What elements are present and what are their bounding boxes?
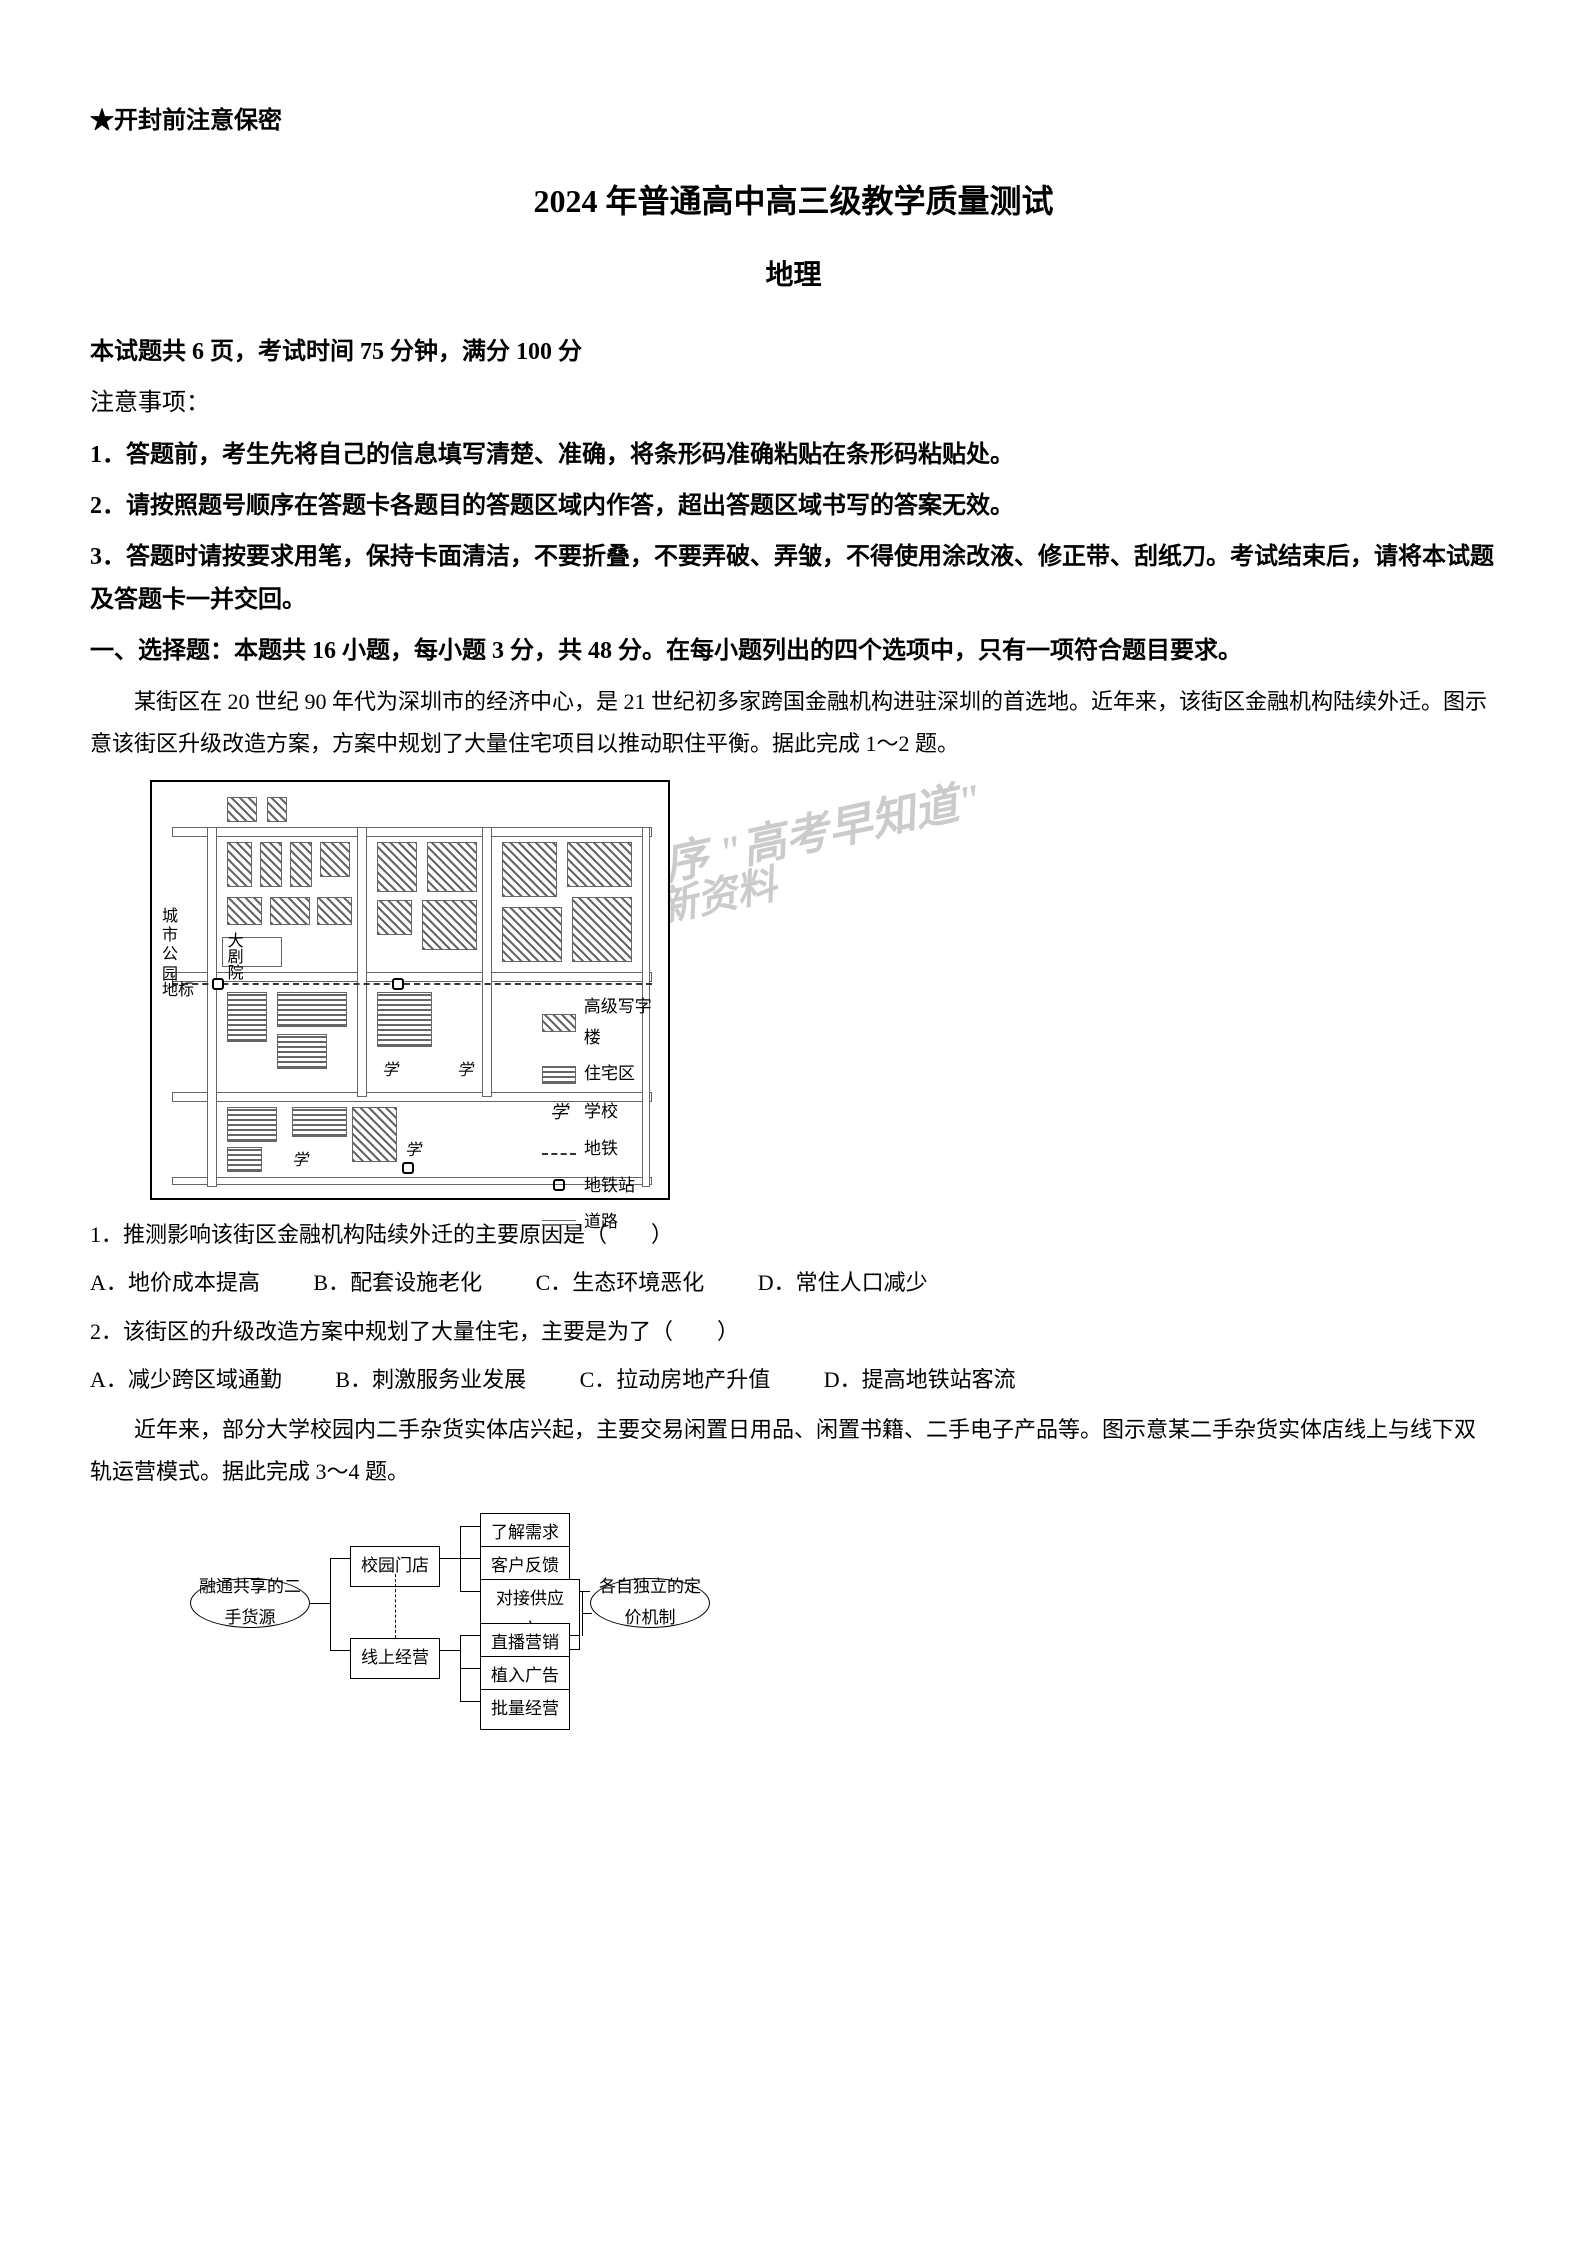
question-2-options: A．减少跨区域通勤 B．刺激服务业发展 C．拉动房地产升值 D．提高地铁站客流 — [90, 1360, 1497, 1400]
q2-option-d: D．提高地铁站客流 — [824, 1360, 1016, 1400]
question-1-stem: 1．推测影响该街区金融机构陆续外迁的主要原因是（ ） — [90, 1215, 1497, 1255]
instruction-1: 1．答题前，考生先将自己的信息填写清楚、准确，将条形码准确粘贴在条形码粘贴处。 — [90, 434, 1497, 477]
notice-header: 注意事项： — [90, 382, 1497, 425]
question-1-options: A．地价成本提高 B．配套设施老化 C．生态环境恶化 D．常住人口减少 — [90, 1263, 1497, 1303]
flow-online: 线上经营 — [350, 1638, 440, 1679]
theater-label: 大剧院 — [224, 932, 242, 980]
flowchart-figure: 融通共享的二手货源 各自独立的定价机制 校园门店 线上经营 了解需求 客户反馈 … — [190, 1508, 710, 1738]
legend-road: 道路 — [584, 1207, 618, 1238]
q1-option-b: B．配套设施老化 — [313, 1263, 482, 1303]
legend-subway: 地铁 — [584, 1134, 618, 1165]
q1-option-a: A．地价成本提高 — [90, 1263, 260, 1303]
exam-info: 本试题共 6 页，考试时间 75 分钟，满分 100 分 — [90, 331, 1497, 374]
legend-school: 学校 — [584, 1097, 618, 1128]
q1-option-d: D．常住人口减少 — [758, 1263, 928, 1303]
passage-2: 近年来，部分大学校园内二手杂货实体店兴起，主要交易闲置日用品、闲置书籍、二手电子… — [90, 1409, 1497, 1493]
question-2-stem: 2．该街区的升级改造方案中规划了大量住宅，主要是为了（ ） — [90, 1312, 1497, 1352]
school-label-2: 学 — [457, 1057, 473, 1086]
school-label-4: 学 — [405, 1137, 421, 1166]
legend-office: 高级写字楼 — [584, 992, 668, 1053]
confidential-notice: ★开封前注意保密 — [90, 100, 1497, 143]
flow-source: 融通共享的二手货源 — [190, 1578, 310, 1628]
map-legend: 高级写字楼 住宅区 学 学校 地铁 地铁站 道路 — [542, 992, 668, 1244]
exam-title: 2024 年普通高中高三级教学质量测试 — [90, 173, 1497, 231]
legend-station: 地铁站 — [584, 1171, 635, 1202]
landmark-label: 地标 — [162, 977, 194, 1006]
flow-bulk: 批量经营 — [480, 1689, 570, 1730]
section-1-header: 一、选择题：本题共 16 小题，每小题 3 分，共 48 分。在每小题列出的四个… — [90, 630, 1497, 673]
q2-option-b: B．刺激服务业发展 — [335, 1360, 526, 1400]
park-label: 城市公园 — [162, 907, 182, 984]
school-label-3: 学 — [292, 1147, 308, 1176]
q2-option-c: C．拉动房地产升值 — [580, 1360, 771, 1400]
map-figure-container: 微信搜索小程序 "高考早知道" 第一时间获取最新资料 — [150, 780, 1497, 1200]
instruction-2: 2．请按照题号顺序在答题卡各题目的答题区域内作答，超出答题区域书写的答案无效。 — [90, 485, 1497, 528]
q1-option-c: C．生态环境恶化 — [536, 1263, 705, 1303]
school-label-1: 学 — [382, 1057, 398, 1086]
instruction-3: 3．答题时请按要求用笔，保持卡面清洁，不要折叠，不要弄破、弄皱，不得使用涂改液、… — [90, 536, 1497, 622]
q2-option-a: A．减少跨区域通勤 — [90, 1360, 282, 1400]
flow-pricing: 各自独立的定价机制 — [590, 1578, 710, 1628]
street-map: 城市公园 大剧院 地标 学 学 学 学 高级写字楼 住宅区 学 学校 地铁 — [150, 780, 670, 1200]
subject-name: 地理 — [90, 251, 1497, 301]
passage-1: 某街区在 20 世纪 90 年代为深圳市的经济中心，是 21 世纪初多家跨国金融… — [90, 681, 1497, 765]
legend-residential: 住宅区 — [584, 1059, 635, 1090]
